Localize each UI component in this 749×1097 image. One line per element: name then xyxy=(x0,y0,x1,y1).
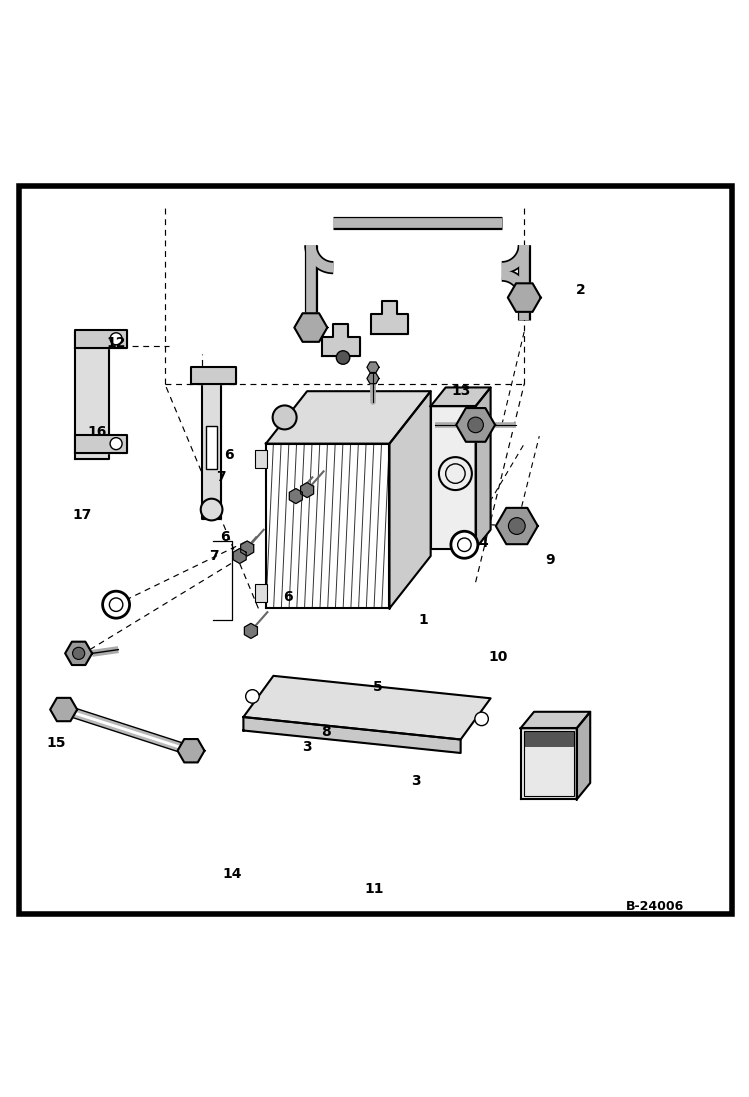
Polygon shape xyxy=(244,623,258,638)
Polygon shape xyxy=(577,712,590,800)
Circle shape xyxy=(110,438,122,450)
Text: B-24006: B-24006 xyxy=(626,900,685,913)
Polygon shape xyxy=(294,314,327,342)
Text: 1: 1 xyxy=(418,612,428,626)
Bar xyxy=(255,450,267,467)
Polygon shape xyxy=(75,434,127,453)
Circle shape xyxy=(73,647,85,659)
Circle shape xyxy=(451,531,478,558)
Text: 11: 11 xyxy=(365,882,384,896)
Circle shape xyxy=(109,598,123,611)
Polygon shape xyxy=(289,488,303,504)
Polygon shape xyxy=(456,408,495,442)
Text: 4: 4 xyxy=(478,536,488,551)
Text: 14: 14 xyxy=(222,868,242,881)
Polygon shape xyxy=(243,717,461,753)
Circle shape xyxy=(103,591,130,618)
Text: 7: 7 xyxy=(216,471,225,485)
Circle shape xyxy=(110,332,122,344)
Polygon shape xyxy=(300,483,314,498)
Text: 10: 10 xyxy=(488,651,508,664)
Polygon shape xyxy=(240,541,254,556)
Circle shape xyxy=(246,690,259,703)
Polygon shape xyxy=(508,283,541,312)
Bar xyxy=(524,732,574,796)
Circle shape xyxy=(509,518,525,534)
Text: 5: 5 xyxy=(373,680,383,694)
Polygon shape xyxy=(266,392,431,443)
Polygon shape xyxy=(233,548,246,564)
Text: 3: 3 xyxy=(411,773,420,788)
Text: 2: 2 xyxy=(575,283,586,297)
Polygon shape xyxy=(322,324,360,357)
Polygon shape xyxy=(266,443,389,609)
Circle shape xyxy=(468,417,483,432)
Bar xyxy=(255,585,267,602)
Polygon shape xyxy=(178,739,204,762)
Bar xyxy=(524,732,574,747)
Text: 16: 16 xyxy=(88,426,107,440)
Circle shape xyxy=(336,351,350,364)
Polygon shape xyxy=(50,698,77,721)
Text: 12: 12 xyxy=(106,336,126,350)
Polygon shape xyxy=(243,676,491,739)
Polygon shape xyxy=(431,387,491,406)
Polygon shape xyxy=(202,376,221,519)
Text: 17: 17 xyxy=(73,508,92,522)
Polygon shape xyxy=(191,367,236,384)
Polygon shape xyxy=(371,302,408,333)
Text: 3: 3 xyxy=(303,740,312,754)
Polygon shape xyxy=(476,387,491,548)
Text: 13: 13 xyxy=(451,384,470,398)
Polygon shape xyxy=(367,362,379,372)
Polygon shape xyxy=(496,508,538,544)
Polygon shape xyxy=(65,642,92,665)
Polygon shape xyxy=(389,392,431,609)
Text: 8: 8 xyxy=(321,725,331,739)
Polygon shape xyxy=(521,712,590,728)
Text: 7: 7 xyxy=(209,548,218,563)
Bar xyxy=(206,426,217,468)
Polygon shape xyxy=(431,406,476,548)
Circle shape xyxy=(458,538,471,552)
Polygon shape xyxy=(75,330,127,348)
Polygon shape xyxy=(75,331,109,459)
Polygon shape xyxy=(367,373,379,384)
Text: 6: 6 xyxy=(220,530,229,544)
Circle shape xyxy=(201,499,222,520)
Circle shape xyxy=(273,406,297,429)
Text: 6: 6 xyxy=(284,590,293,604)
Text: 6: 6 xyxy=(224,448,233,462)
Text: 15: 15 xyxy=(46,736,66,750)
Text: 9: 9 xyxy=(546,553,555,567)
Polygon shape xyxy=(521,728,577,800)
Circle shape xyxy=(475,712,488,725)
